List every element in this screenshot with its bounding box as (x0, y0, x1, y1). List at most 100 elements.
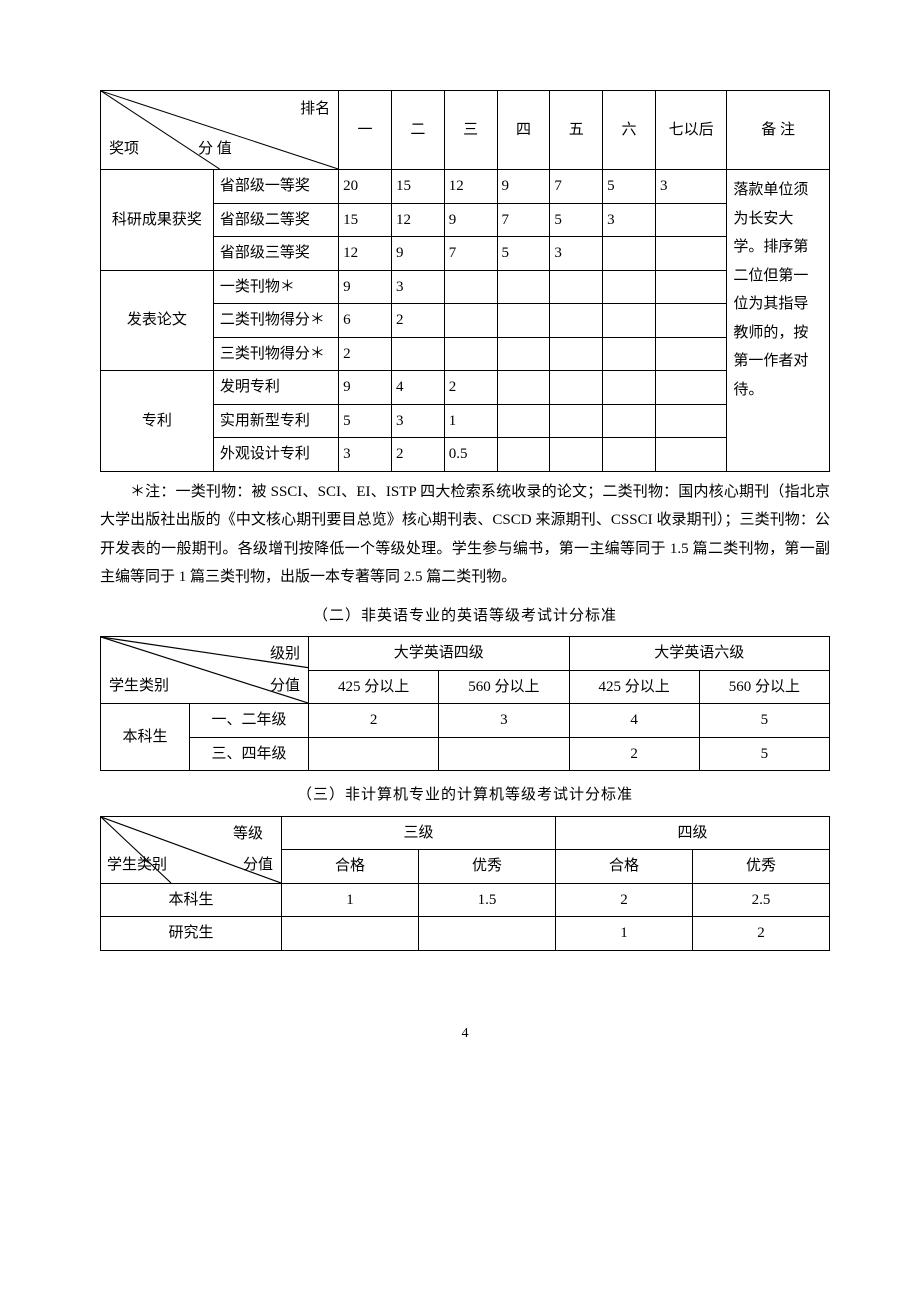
value-cell (655, 203, 726, 237)
value-cell (655, 304, 726, 338)
value-cell: 3 (655, 170, 726, 204)
value-cell: 20 (339, 170, 392, 204)
value-cell: 12 (339, 237, 392, 271)
value-cell (497, 270, 550, 304)
diag-header-2: 级别 分值 学生类别 (101, 637, 309, 704)
value-cell (497, 371, 550, 405)
t3-sub-0: 合格 (282, 850, 419, 884)
t2-cell: 4 (569, 704, 699, 738)
value-cell: 2 (339, 337, 392, 371)
value-cell: 9 (339, 371, 392, 405)
cet6: 大学英语六级 (569, 637, 830, 671)
t3-cell: 1 (282, 883, 419, 917)
t2-cell (439, 737, 569, 771)
value-cell (391, 337, 444, 371)
value-cell: 4 (391, 371, 444, 405)
t3-cell: 2 (693, 917, 830, 951)
value-cell: 0.5 (444, 438, 497, 472)
t2-rowkey: 一、二年级 (190, 704, 309, 738)
value-cell: 3 (550, 237, 603, 271)
value-cell (550, 304, 603, 338)
t2-cell: 3 (439, 704, 569, 738)
value-cell: 6 (339, 304, 392, 338)
t2-cell: 5 (699, 737, 829, 771)
value-cell (655, 337, 726, 371)
t3-cell: 1.5 (419, 883, 556, 917)
value-cell (603, 304, 656, 338)
value-cell: 9 (444, 203, 497, 237)
diag3-bot: 学生类别 (107, 851, 167, 880)
value-cell: 5 (603, 170, 656, 204)
value-cell: 1 (444, 404, 497, 438)
value-cell (655, 371, 726, 405)
value-cell: 7 (550, 170, 603, 204)
t3-cell: 2.5 (693, 883, 830, 917)
value-cell (603, 404, 656, 438)
value-cell: 2 (391, 304, 444, 338)
t2-cell: 2 (309, 704, 439, 738)
row-key: 实用新型专利 (213, 404, 338, 438)
t3-sub-2: 合格 (556, 850, 693, 884)
sub-3: 560 分以上 (699, 670, 829, 704)
col-7: 七以后 (655, 91, 726, 170)
diag-bot: 奖项 (109, 135, 139, 164)
value-cell: 3 (391, 404, 444, 438)
col-2: 二 (391, 91, 444, 170)
value-cell: 9 (391, 237, 444, 271)
value-cell (497, 337, 550, 371)
t3-cell: 1 (556, 917, 693, 951)
footnote: ＊注：一类刊物：被 SSCI、SCI、EI、ISTP 四大检索系统收录的论文；二… (100, 478, 830, 592)
sub-2: 425 分以上 (569, 670, 699, 704)
value-cell: 3 (603, 203, 656, 237)
value-cell (603, 237, 656, 271)
t2-cell: 5 (699, 704, 829, 738)
table-research-scores: 排名 分 值 奖项 一 二 三 四 五 六 七以后 备 注 科研成果获奖省部级一… (100, 90, 830, 472)
section-3-title: （三）非计算机专业的计算机等级考试计分标准 (100, 781, 830, 810)
t3-cell (282, 917, 419, 951)
lvl3: 三级 (282, 816, 556, 850)
diag-header-3: 等级 分值 学生类别 (101, 816, 282, 883)
value-cell (603, 270, 656, 304)
t2-cell: 2 (569, 737, 699, 771)
t3-rowkey: 本科生 (101, 883, 282, 917)
row-key: 省部级一等奖 (213, 170, 338, 204)
value-cell: 5 (550, 203, 603, 237)
diag2-top: 级别 (270, 640, 300, 669)
value-cell (655, 237, 726, 271)
lvl4: 四级 (556, 816, 830, 850)
diag2-mid: 分值 (270, 672, 300, 701)
t2-cell (309, 737, 439, 771)
group-label: 科研成果获奖 (101, 170, 214, 271)
diag-header-1: 排名 分 值 奖项 (101, 91, 339, 170)
t3-cell: 2 (556, 883, 693, 917)
row-key: 一类刊物＊ (213, 270, 338, 304)
value-cell (655, 438, 726, 472)
col-6: 六 (603, 91, 656, 170)
t3-sub-3: 优秀 (693, 850, 830, 884)
diag-top: 排名 (300, 95, 330, 124)
value-cell: 5 (497, 237, 550, 271)
diag3-mid: 分值 (243, 851, 273, 880)
diag2-bot: 学生类别 (109, 672, 169, 701)
value-cell (444, 270, 497, 304)
value-cell (550, 404, 603, 438)
value-cell: 7 (444, 237, 497, 271)
t2-rowkey: 三、四年级 (190, 737, 309, 771)
row-key: 省部级三等奖 (213, 237, 338, 271)
col-4: 四 (497, 91, 550, 170)
value-cell (497, 304, 550, 338)
value-cell (550, 438, 603, 472)
cet4: 大学英语四级 (309, 637, 570, 671)
value-cell (603, 337, 656, 371)
value-cell (550, 337, 603, 371)
remark: 落款单位须为长安大学。排序第二位但第一位为其指导教师的，按第一作者对待。 (727, 170, 830, 472)
value-cell (550, 371, 603, 405)
table-english-scores: 级别 分值 学生类别 大学英语四级 大学英语六级 425 分以上 560 分以上… (100, 636, 830, 771)
value-cell (497, 438, 550, 472)
value-cell: 7 (497, 203, 550, 237)
row-key: 发明专利 (213, 371, 338, 405)
value-cell (655, 270, 726, 304)
sub-0: 425 分以上 (309, 670, 439, 704)
group-label: 专利 (101, 371, 214, 472)
section-2-title: （二）非英语专业的英语等级考试计分标准 (100, 602, 830, 631)
